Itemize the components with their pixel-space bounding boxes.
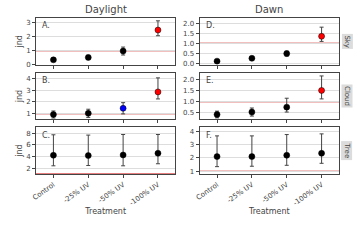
svg-text:C.: C. bbox=[42, 131, 50, 140]
svg-text:0: 0 bbox=[26, 61, 30, 69]
svg-text:1.5: 1.5 bbox=[183, 87, 194, 95]
svg-text:2.0: 2.0 bbox=[183, 76, 194, 84]
svg-text:E.: E. bbox=[206, 76, 214, 85]
svg-text:1: 1 bbox=[26, 110, 30, 118]
svg-text:1: 1 bbox=[190, 168, 194, 176]
svg-text:jnd: jnd bbox=[15, 144, 24, 157]
svg-text:2: 2 bbox=[26, 165, 30, 173]
svg-text:0.5: 0.5 bbox=[183, 109, 194, 117]
svg-text:Treatment: Treatment bbox=[248, 207, 290, 216]
svg-text:Daylight: Daylight bbox=[85, 4, 127, 15]
svg-text:jnd: jnd bbox=[15, 90, 24, 103]
svg-text:1.5: 1.5 bbox=[183, 30, 194, 38]
svg-text:4: 4 bbox=[26, 75, 31, 83]
svg-text:0.5: 0.5 bbox=[183, 50, 194, 58]
svg-text:Dawn: Dawn bbox=[255, 4, 283, 15]
svg-text:0.0: 0.0 bbox=[183, 60, 194, 68]
svg-text:4: 4 bbox=[190, 128, 195, 136]
svg-text:2: 2 bbox=[190, 154, 194, 162]
svg-text:-100% UV: -100% UV bbox=[292, 181, 325, 208]
svg-text:1.0: 1.0 bbox=[183, 40, 194, 48]
svg-text:3: 3 bbox=[190, 141, 194, 149]
svg-text:-25% UV: -25% UV bbox=[62, 181, 92, 205]
svg-text:3: 3 bbox=[26, 87, 30, 95]
svg-text:8: 8 bbox=[26, 130, 30, 138]
svg-text:B.: B. bbox=[42, 76, 50, 85]
svg-text:-25% UV: -25% UV bbox=[226, 181, 256, 205]
svg-text:2: 2 bbox=[26, 33, 30, 41]
svg-text:jnd: jnd bbox=[15, 35, 24, 48]
svg-text:3: 3 bbox=[26, 19, 30, 27]
svg-text:Cloud: Cloud bbox=[343, 86, 351, 106]
svg-text:1.0: 1.0 bbox=[183, 98, 194, 106]
svg-text:2.0: 2.0 bbox=[183, 20, 194, 28]
svg-text:1: 1 bbox=[26, 47, 30, 55]
svg-text:4: 4 bbox=[26, 153, 31, 161]
svg-text:-50% UV: -50% UV bbox=[261, 181, 291, 205]
svg-text:Treatment: Treatment bbox=[84, 207, 126, 216]
svg-text:6: 6 bbox=[26, 141, 31, 149]
svg-text:F.: F. bbox=[206, 131, 212, 140]
svg-text:D.: D. bbox=[206, 21, 215, 30]
svg-text:Control: Control bbox=[195, 181, 220, 202]
svg-text:A.: A. bbox=[42, 21, 50, 30]
svg-text:Tree: Tree bbox=[343, 143, 351, 159]
svg-text:Control: Control bbox=[31, 181, 56, 202]
svg-text:2: 2 bbox=[26, 98, 30, 106]
svg-text:Sky: Sky bbox=[343, 35, 351, 47]
svg-text:-50% UV: -50% UV bbox=[97, 181, 127, 205]
svg-text:-100% UV: -100% UV bbox=[128, 181, 161, 208]
